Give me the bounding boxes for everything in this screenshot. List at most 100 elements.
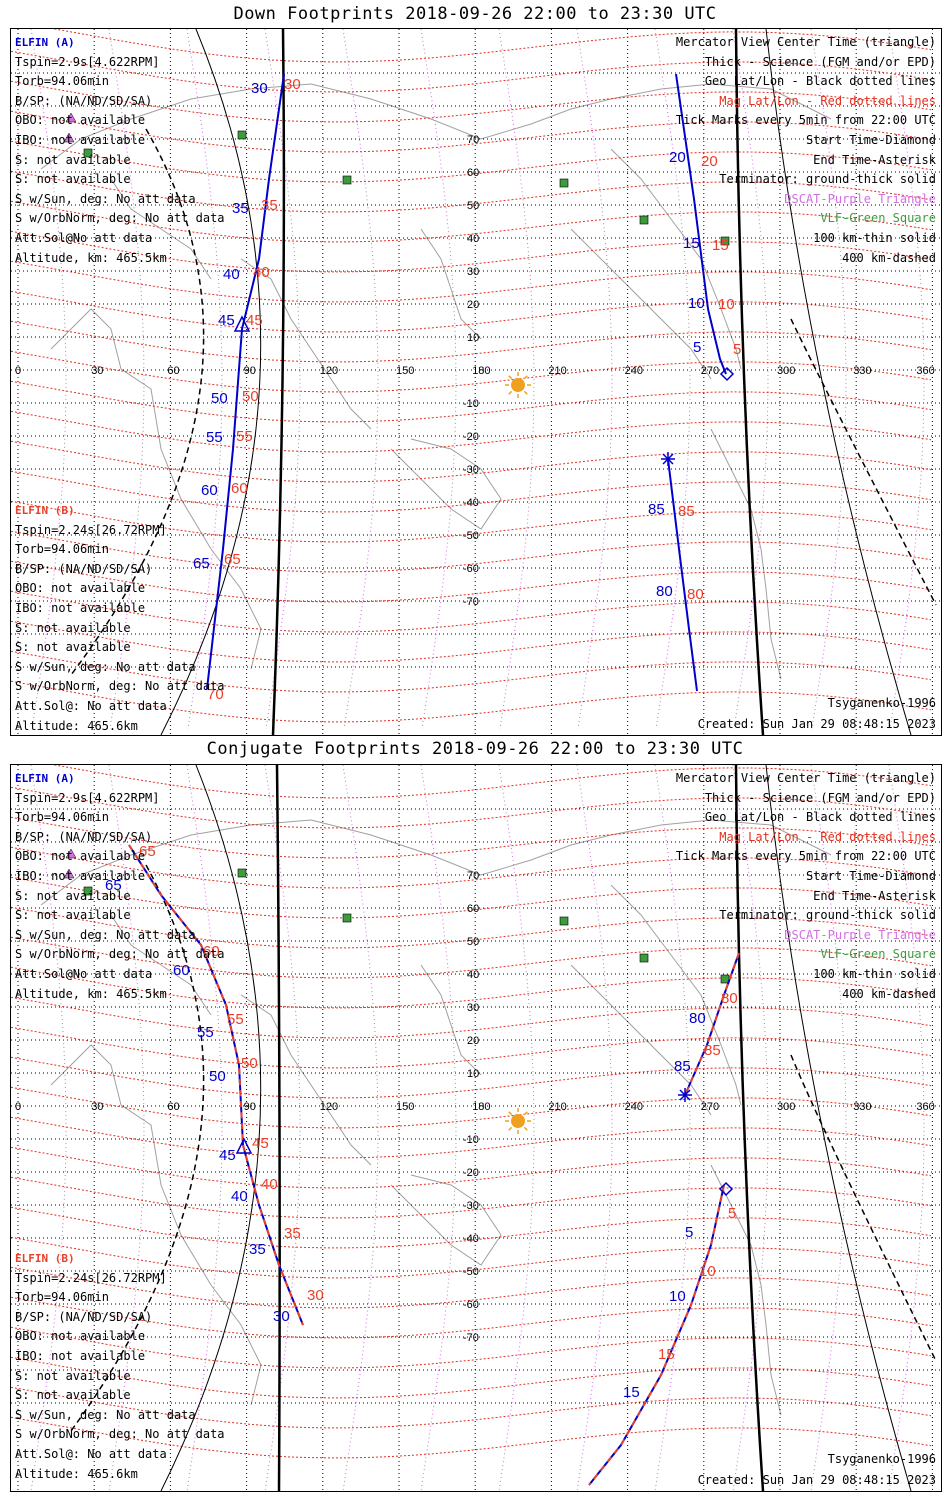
model-label: Tsyganenko-1996	[827, 696, 936, 710]
coastline	[570, 964, 712, 1116]
mag-meridian-group	[30, 29, 925, 730]
lon-tick-label: 270	[701, 1101, 719, 1113]
legend-line: Thick - Science (FGM and/or EPD)	[704, 54, 936, 69]
elfin-a-tick-label: 60	[173, 962, 190, 979]
start-time-diamond	[718, 1181, 734, 1197]
mag-meridian	[186, 29, 223, 730]
vlf-square	[559, 178, 569, 188]
elfin-b-info-header: ELFIN (B)	[15, 504, 75, 517]
legend-line: Thick - Science (FGM and/or EPD)	[704, 790, 936, 805]
lat-tick-label: 60	[467, 167, 479, 179]
legend-line: Start Time-Diamond	[805, 132, 936, 147]
legend-block: Mercator View Center Time (triangle) Thic…	[676, 33, 936, 268]
legend-line: Terminator: ground-thick solid	[719, 908, 936, 923]
lon-tick-label: 180	[472, 365, 490, 377]
coastline	[390, 438, 502, 530]
elfin-b-info-line: Tspin=2.24s[26.72RPM]	[15, 522, 167, 537]
elfin-a-info-line: Altitude, km: 465.5km	[15, 986, 167, 1001]
dscat-triangle	[65, 112, 77, 123]
lat-tick-label: 60	[467, 903, 479, 915]
mag-meridian	[732, 765, 769, 1491]
sun-icon	[505, 372, 531, 398]
elfin-a-info-line: Tspin=2.9s[4.622RPM]	[15, 54, 160, 69]
elfin-a-info-line: S w/OrbNorm, deg: No att data	[15, 947, 225, 962]
lon-tick-label: 30	[91, 365, 103, 377]
lat-tick-label: -60	[463, 563, 479, 575]
mag-meridian	[576, 29, 613, 730]
lon-tick-label: 300	[777, 1101, 795, 1113]
coastline	[110, 178, 212, 280]
vlf-square	[342, 913, 352, 923]
terminator-400km-east	[790, 318, 937, 606]
lat-tick-label: -40	[463, 1233, 479, 1245]
elfin-a-info-line: Torb=94.06min	[15, 810, 109, 825]
elfin-b-info-line: IBO: not available	[15, 1348, 146, 1363]
coastline	[570, 228, 712, 380]
elfin-b-info-line: S w/Sun, deg: No att data	[15, 659, 196, 674]
elfin-b-tick-label: 35	[261, 197, 278, 214]
legend-line: Tick Marks every 5min from 22:00 UTC	[675, 849, 936, 864]
elfin-b-info-line: S: not available	[15, 1388, 131, 1403]
mag-meridian	[420, 765, 457, 1491]
legend-line: Mag Lat/Lon - Red dotted lines	[719, 829, 936, 844]
legend-block: Mercator View Center Time (triangle) Thic…	[676, 769, 936, 1004]
elfin-a-info-line: S: not available	[15, 152, 131, 167]
lon-tick-label: 30	[91, 1101, 103, 1113]
lon-tick-label: 60	[167, 1101, 179, 1113]
elfin-a-info-line: S w/OrbNorm, deg: No att data	[15, 211, 225, 226]
elfin-b-tick-label: 20	[701, 153, 718, 170]
legend-line: Start Time-Diamond	[805, 868, 936, 883]
elfin-a-tick-label: 60	[201, 482, 218, 499]
lat-tick-label: 50	[467, 200, 479, 212]
terminator-100km-west	[160, 765, 262, 1491]
asterisk-stroke	[662, 453, 674, 465]
lat-tick-label: 30	[467, 266, 479, 278]
elfin-b-tick-label: 40	[261, 1176, 278, 1193]
terminator-400km-east	[790, 1054, 937, 1362]
mag-meridian-group	[30, 765, 925, 1491]
lat-tick-label: 10	[467, 1068, 479, 1080]
legend-line: 400 km-dashed	[842, 986, 936, 1001]
elfin-b-info-line: S w/OrbNorm, deg: No att data	[15, 1427, 225, 1442]
elfin-a-tick-label: 55	[206, 429, 223, 446]
elfin-b-tick-label: 55	[236, 428, 253, 445]
mag-meridian	[108, 765, 145, 1491]
elfin-a-tick-label: 80	[689, 1010, 706, 1027]
mag-meridian	[498, 29, 535, 730]
elfin-a-info-line: OBO: not available	[15, 849, 146, 864]
lon-tick-label: 360	[916, 365, 934, 377]
coastline	[610, 884, 742, 1106]
elfin-b-tick-label: 80	[687, 586, 704, 603]
elfin-a-tick-label: 45	[218, 312, 235, 329]
coastline	[240, 994, 372, 1166]
elfin-b-tick-label: 10	[699, 1263, 716, 1280]
elfin-a-track-south	[667, 458, 698, 692]
elfin-a-tick-label: 85	[648, 501, 665, 518]
elfin-a-track-east	[675, 73, 727, 375]
elfin-a-tick-label: 50	[209, 1068, 226, 1085]
elfin-b-info-line: S: not available	[15, 1368, 131, 1383]
sun-ray	[508, 390, 513, 395]
dscat-triangle	[63, 132, 75, 143]
elfin-b-tick-label: 35	[284, 1225, 301, 1242]
lat-tick-label: -10	[463, 1134, 479, 1146]
mag-meridian	[888, 29, 925, 730]
elfin-a-info-header: ELFIN (A)	[15, 36, 75, 49]
lat-tick-label: -50	[463, 530, 479, 542]
legend-line: Mercator View Center Time (triangle)	[675, 35, 936, 49]
lat-tick-label: 70	[467, 870, 479, 882]
created-timestamp: Created: Sun Jan 29 08:48:15 2023	[697, 717, 936, 731]
lon-tick-label: 360	[916, 1101, 934, 1113]
sun-ray	[523, 1126, 528, 1131]
end-time-asterisk	[678, 1088, 692, 1102]
mag-meridian	[264, 765, 301, 1491]
lon-tick-label: 90	[244, 1101, 256, 1113]
sun-ray	[508, 1111, 513, 1116]
elfin-a-tick-label: 50	[211, 390, 228, 407]
elfin-b-track-east	[684, 952, 740, 1096]
elfin-a-tick-label: 35	[232, 200, 249, 217]
elfin-b-tick-label: 40	[253, 264, 270, 281]
elfin-b-track-north	[128, 844, 244, 1146]
elfin-a-tick-label: 20	[669, 149, 686, 166]
tick-label-group: 0 30 60 90 120 150 180 210 240 270 300 330 360 70 60 50…	[15, 134, 935, 608]
